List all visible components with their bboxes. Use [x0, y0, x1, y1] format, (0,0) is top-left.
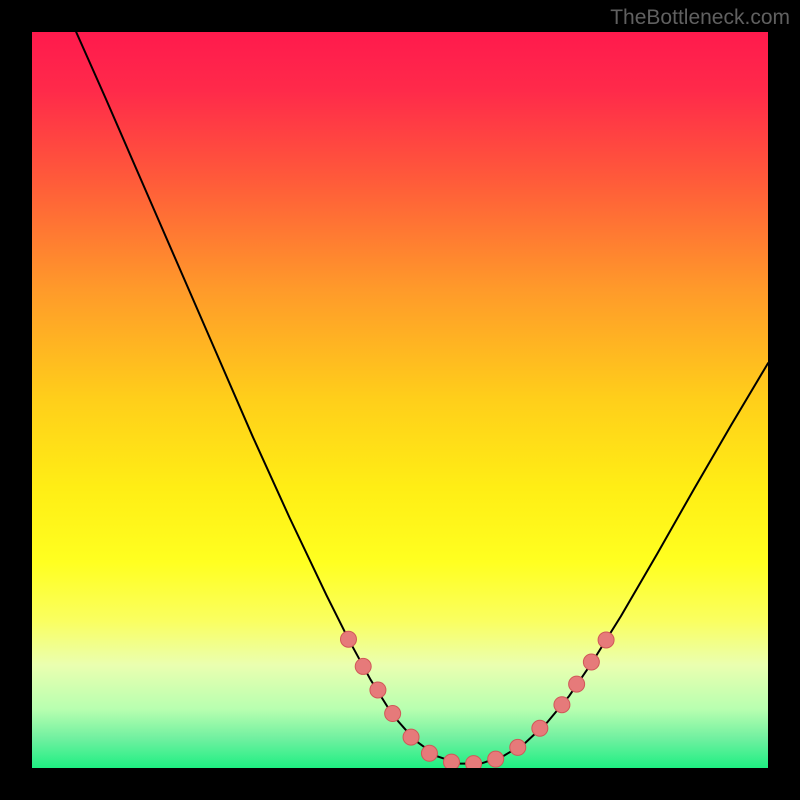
curve-marker [444, 754, 460, 768]
chart-container [32, 32, 768, 768]
curve-marker [355, 658, 371, 674]
curve-marker [466, 756, 482, 768]
curve-marker [583, 654, 599, 670]
curve-marker [403, 729, 419, 745]
attribution-text: TheBottleneck.com [610, 6, 790, 30]
curve-marker [598, 632, 614, 648]
curve-marker [488, 751, 504, 767]
curve-marker [510, 739, 526, 755]
bottleneck-curve-chart [32, 32, 768, 768]
curve-marker [340, 631, 356, 647]
chart-background [32, 32, 768, 768]
curve-marker [532, 720, 548, 736]
curve-marker [569, 676, 585, 692]
curve-marker [421, 745, 437, 761]
curve-marker [370, 682, 386, 698]
curve-marker [385, 706, 401, 722]
curve-marker [554, 697, 570, 713]
